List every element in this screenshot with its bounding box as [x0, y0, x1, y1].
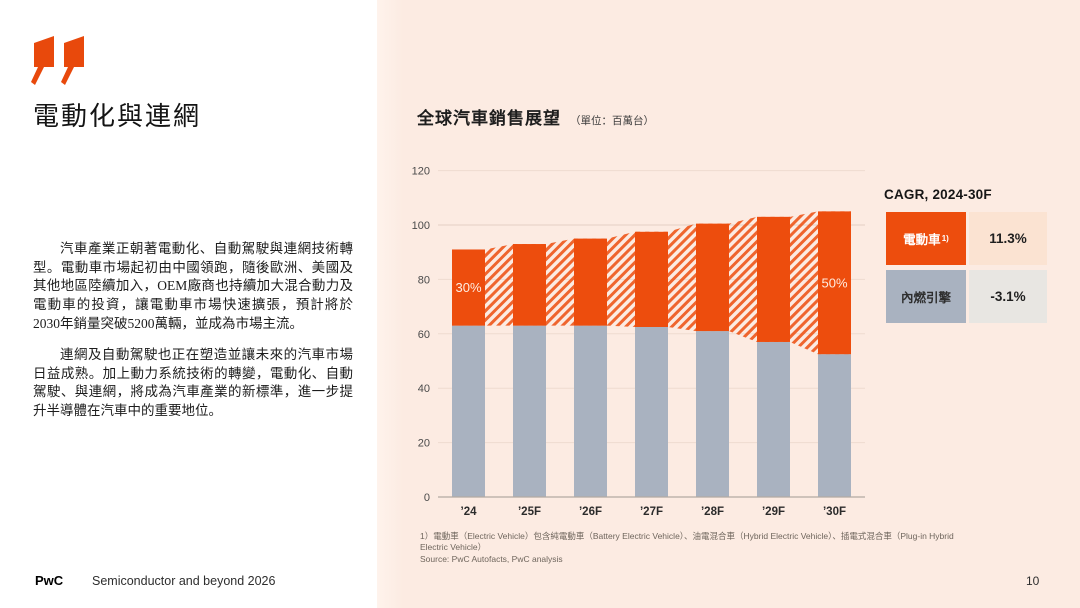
slide-title: 電動化與連網: [33, 102, 202, 131]
svg-text:0: 0: [424, 492, 430, 504]
svg-text:50%: 50%: [821, 275, 847, 290]
legend-label-ev: 電動車: [903, 233, 941, 247]
svg-text:’30F: ’30F: [823, 506, 846, 518]
svg-text:’27F: ’27F: [640, 506, 663, 518]
chart-title: 全球汽車銷售展望: [417, 109, 561, 128]
body-paragraph-1: 汽車產業正朝著電動化、自動駕駛與連網技術轉型。電動車市場起初由中國領跑，隨後歐洲…: [33, 241, 353, 331]
footer-doc-title: Semiconductor and beyond 2026: [92, 574, 276, 588]
svg-text:’25F: ’25F: [518, 506, 541, 518]
cagr-legend-grid: 電動車 1) 11.3% 內燃引擎 -3.1%: [886, 212, 1048, 323]
footnote-definition: 1）電動車（Electric Vehicle）包含純電動車（Battery El…: [420, 531, 954, 553]
legend-swatch-ice: 內燃引擎: [886, 270, 966, 323]
chart-header: 全球汽車銷售展望 （單位：百萬台）: [417, 104, 654, 129]
legend-label-ice: 內燃引擎: [900, 291, 951, 305]
cagr-legend-title: CAGR, 2024-30F: [884, 187, 992, 202]
cagr-legend: CAGR, 2024-30F 電動車 1) 11.3% 內燃引擎 -3.1%: [884, 187, 1048, 323]
chart-unit-label: （單位：百萬台）: [570, 115, 654, 127]
svg-text:120: 120: [412, 166, 430, 178]
svg-text:30%: 30%: [455, 280, 481, 295]
global-auto-sales-chart: 0 20 40 60 80 100 120 ’24 ’25F ’26F ’27F ’28F ’29F ’3…: [412, 166, 865, 518]
svg-text:’28F: ’28F: [701, 506, 724, 518]
body-text: 汽車產業正朝著電動化、自動駕駛與連網技術轉型。電動車市場起初由中國領跑，隨後歐洲…: [33, 240, 353, 434]
svg-text:20: 20: [418, 438, 430, 450]
legend-value-ice: -3.1%: [969, 270, 1047, 323]
svg-text:’29F: ’29F: [762, 506, 785, 518]
chart-footnotes: 1）電動車（Electric Vehicle）包含純電動車（Battery El…: [420, 531, 976, 565]
svg-text:80: 80: [418, 274, 430, 286]
legend-footnote-marker: 1): [941, 234, 949, 243]
quote-mark-icon: [31, 36, 84, 85]
svg-text:40: 40: [418, 383, 430, 395]
body-paragraph-2: 連網及自動駕駛也正在塑造並讓未來的汽車市場日益成熟。加上動力系統技術的轉變，電動…: [33, 347, 353, 418]
svg-text:’26F: ’26F: [579, 506, 602, 518]
page-number: 10: [1026, 574, 1040, 588]
svg-text:60: 60: [418, 329, 430, 341]
pwc-logo-text: PwC: [35, 573, 64, 588]
legend-swatch-ev: 電動車 1): [886, 212, 966, 265]
svg-text:100: 100: [412, 220, 430, 232]
legend-value-ev: 11.3%: [969, 212, 1047, 265]
footnote-source: Source: PwC Autofacts, PwC analysis: [420, 553, 563, 564]
svg-text:’24: ’24: [461, 506, 478, 518]
